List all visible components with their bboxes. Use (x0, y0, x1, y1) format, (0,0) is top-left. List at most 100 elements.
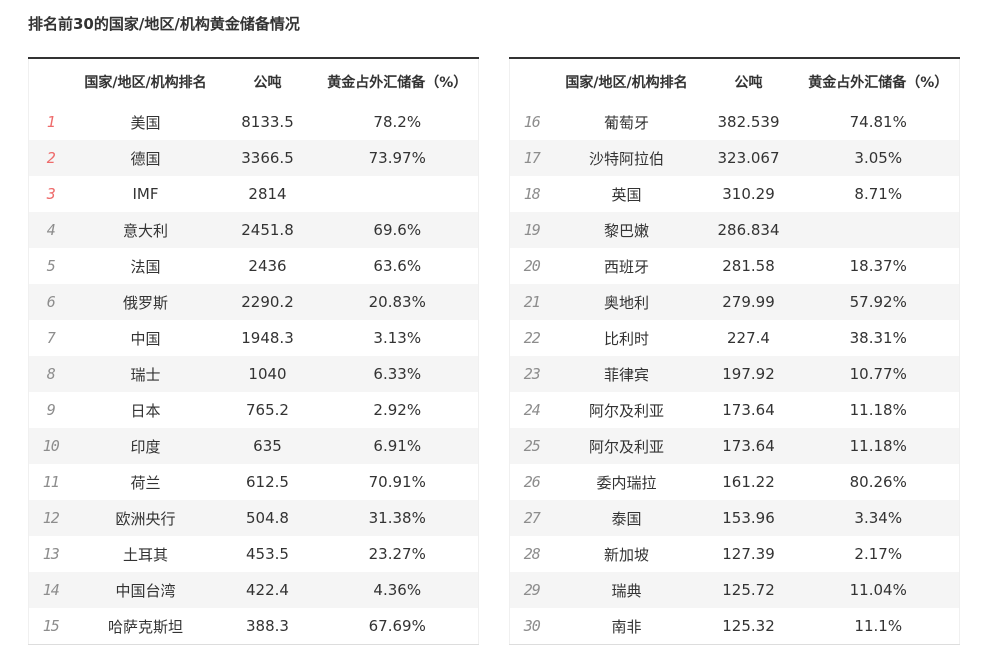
table-row: 12 欧洲央行 504.8 31.38% (28, 500, 479, 536)
tonnage-cell: 125.32 (722, 617, 775, 635)
table-row: 23 菲律宾 197.92 10.77% (509, 356, 960, 392)
country-cell: 沙特阿拉伯 (588, 149, 664, 168)
percent-cell: 2.17% (854, 545, 903, 563)
table-row: 15 哈萨克斯坦 388.3 67.69% (28, 608, 479, 645)
table-row: 24 阿尔及利亚 173.64 11.18% (509, 392, 960, 428)
table-row: 6 俄罗斯 2290.2 20.83% (28, 284, 479, 320)
rank-cell: 14 (42, 581, 60, 599)
country-cell: 泰国 (611, 509, 642, 528)
country-cell: 新加坡 (603, 545, 649, 564)
country-cell: 英国 (611, 185, 642, 204)
header-country: 国家/地区/机构排名 (553, 58, 700, 104)
tonnage-cell: 323.067 (717, 149, 780, 167)
percent-cell: 38.31% (849, 329, 907, 347)
tonnage-cell: 2814 (248, 185, 287, 203)
rank-cell: 23 (523, 365, 541, 383)
table-row: 9 日本 765.2 2.92% (28, 392, 479, 428)
country-cell: 哈萨克斯坦 (107, 617, 183, 636)
tonnage-cell: 1040 (248, 365, 287, 383)
table-body-left: 1 美国 8133.5 78.2% 2 德国 3366.5 73.97% 3 (28, 104, 479, 645)
rank-cell: 27 (523, 509, 541, 527)
table-row: 2 德国 3366.5 73.97% (28, 140, 479, 176)
tonnage-cell: 173.64 (722, 401, 775, 419)
rank-cell: 20 (523, 257, 541, 275)
page-title: 排名前30的国家/地区/机构黄金储备情况 (28, 15, 300, 33)
rank-cell: 15 (42, 617, 60, 635)
tonnage-cell: 281.58 (722, 257, 775, 275)
table-row: 10 印度 635 6.91% (28, 428, 479, 464)
header-tonnage: 公吨 (218, 58, 317, 104)
table-row: 16 葡萄牙 382.539 74.81% (509, 104, 960, 140)
tonnage-cell: 3366.5 (241, 149, 294, 167)
table-row: 22 比利时 227.4 38.31% (509, 320, 960, 356)
country-cell: 比利时 (603, 329, 649, 348)
rank-cell: 2 (46, 149, 56, 167)
country-cell: 法国 (130, 257, 161, 276)
rank-cell: 5 (46, 257, 56, 275)
percent-cell: 4.36% (373, 581, 422, 599)
gold-reserves-table-left: 国家/地区/机构排名 公吨 黄金占外汇储备（%） 1 美国 8133.5 78.… (28, 57, 479, 645)
tonnage-cell: 422.4 (246, 581, 289, 599)
tonnage-cell: 197.92 (722, 365, 775, 383)
country-cell: 奥地利 (603, 293, 649, 312)
country-cell: 委内瑞拉 (596, 473, 657, 492)
gold-reserves-table-right: 国家/地区/机构排名 公吨 黄金占外汇储备（%） 16 葡萄牙 382.539 … (509, 57, 960, 645)
table-row: 13 土耳其 453.5 23.27% (28, 536, 479, 572)
rank-cell: 10 (42, 437, 60, 455)
percent-cell: 63.6% (373, 257, 422, 275)
country-cell: 菲律宾 (603, 365, 649, 384)
rank-cell: 18 (523, 185, 541, 203)
table-row: 4 意大利 2451.8 69.6% (28, 212, 479, 248)
rank-cell: 13 (42, 545, 60, 563)
tonnage-cell: 153.96 (722, 509, 775, 527)
percent-cell: 73.97% (368, 149, 426, 167)
tonnage-cell: 2290.2 (241, 293, 294, 311)
country-cell: 荷兰 (130, 473, 161, 492)
percent-cell: 23.27% (368, 545, 426, 563)
tonnage-cell: 125.72 (722, 581, 775, 599)
table-row: 5 法国 2436 63.6% (28, 248, 479, 284)
table-row: 7 中国 1948.3 3.13% (28, 320, 479, 356)
percent-cell (317, 176, 479, 212)
country-cell: 日本 (130, 401, 161, 420)
table-row: 26 委内瑞拉 161.22 80.26% (509, 464, 960, 500)
tonnage-cell: 279.99 (722, 293, 775, 311)
tonnage-cell: 310.29 (722, 185, 775, 203)
tables-container: 国家/地区/机构排名 公吨 黄金占外汇储备（%） 1 美国 8133.5 78.… (28, 57, 989, 645)
tonnage-cell: 612.5 (246, 473, 289, 491)
table-row: 11 荷兰 612.5 70.91% (28, 464, 479, 500)
percent-cell: 11.1% (854, 617, 903, 635)
table-row: 8 瑞士 1040 6.33% (28, 356, 479, 392)
rank-cell: 1 (46, 113, 56, 131)
tonnage-cell: 127.39 (722, 545, 775, 563)
header-row: 国家/地区/机构排名 公吨 黄金占外汇储备（%） (28, 58, 479, 104)
percent-cell: 3.13% (373, 329, 422, 347)
percent-cell: 18.37% (849, 257, 907, 275)
tonnage-cell: 382.539 (717, 113, 780, 131)
rank-cell: 9 (46, 401, 56, 419)
rank-cell: 12 (42, 509, 60, 527)
header-percent: 黄金占外汇储备（%） (797, 58, 960, 104)
tonnage-cell: 1948.3 (241, 329, 294, 347)
rank-cell: 26 (523, 473, 541, 491)
percent-cell: 11.18% (849, 401, 907, 419)
rank-cell: 3 (46, 185, 56, 203)
tonnage-cell: 8133.5 (241, 113, 294, 131)
country-cell: 欧洲央行 (115, 509, 176, 528)
percent-cell: 2.92% (373, 401, 422, 419)
table-row: 25 阿尔及利亚 173.64 11.18% (509, 428, 960, 464)
country-cell: 西班牙 (603, 257, 649, 276)
percent-cell: 11.18% (849, 437, 907, 455)
tonnage-cell: 161.22 (722, 473, 775, 491)
rank-cell: 22 (523, 329, 541, 347)
percent-cell: 80.26% (849, 473, 907, 491)
rank-cell: 4 (46, 221, 56, 239)
country-cell: 瑞士 (130, 365, 161, 384)
tonnage-cell: 635 (253, 437, 282, 455)
header-country: 国家/地区/机构排名 (72, 58, 219, 104)
percent-cell: 67.69% (368, 617, 426, 635)
header-percent: 黄金占外汇储备（%） (316, 58, 479, 104)
percent-cell: 10.77% (849, 365, 907, 383)
rank-cell: 25 (523, 437, 541, 455)
header-row: 国家/地区/机构排名 公吨 黄金占外汇储备（%） (509, 58, 960, 104)
